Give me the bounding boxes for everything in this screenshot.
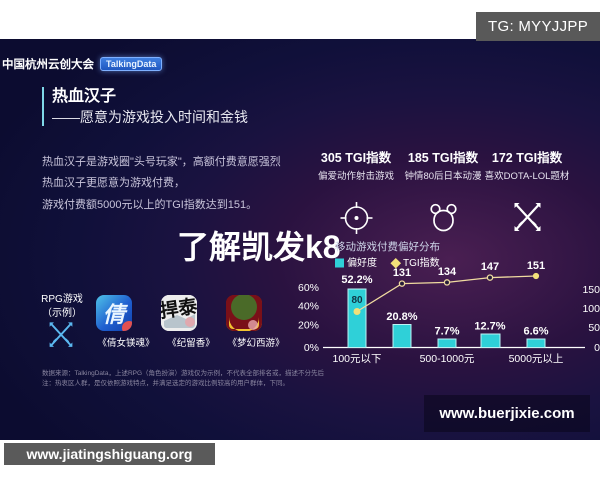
svg-text:20%: 20%: [298, 320, 319, 332]
svg-text:500-1000元: 500-1000元: [420, 353, 475, 365]
svg-text:100元以下: 100元以下: [332, 353, 381, 365]
svg-text:100: 100: [582, 303, 600, 315]
svg-text:52.2%: 52.2%: [341, 274, 372, 286]
svg-text:40%: 40%: [298, 301, 319, 313]
svg-text:151: 151: [527, 260, 545, 272]
svg-text:20.8%: 20.8%: [386, 311, 417, 323]
svg-text:0: 0: [594, 342, 600, 354]
svg-text:5000元以上: 5000元以上: [509, 353, 564, 365]
svg-text:0%: 0%: [304, 342, 319, 354]
svg-text:131: 131: [393, 267, 411, 279]
svg-text:6.6%: 6.6%: [523, 326, 548, 338]
svg-text:150: 150: [582, 284, 600, 296]
svg-text:偏好度: 偏好度: [347, 256, 377, 269]
svg-text:80: 80: [351, 295, 363, 306]
svg-text:60%: 60%: [298, 282, 319, 294]
svg-text:移动游戏付费偏好分布: 移动游戏付费偏好分布: [335, 240, 440, 253]
svg-text:7.7%: 7.7%: [434, 326, 459, 338]
svg-text:134: 134: [438, 266, 457, 278]
svg-text:147: 147: [481, 261, 499, 273]
svg-text:12.7%: 12.7%: [474, 321, 505, 333]
svg-text:50: 50: [588, 322, 600, 334]
